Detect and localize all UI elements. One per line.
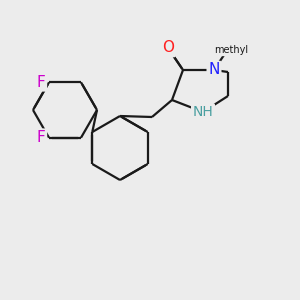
Text: N: N [208,62,220,77]
Text: F: F [37,75,45,90]
Text: F: F [37,130,45,145]
Text: O: O [162,40,174,56]
Text: methyl: methyl [214,45,248,55]
Text: NH: NH [193,105,213,119]
